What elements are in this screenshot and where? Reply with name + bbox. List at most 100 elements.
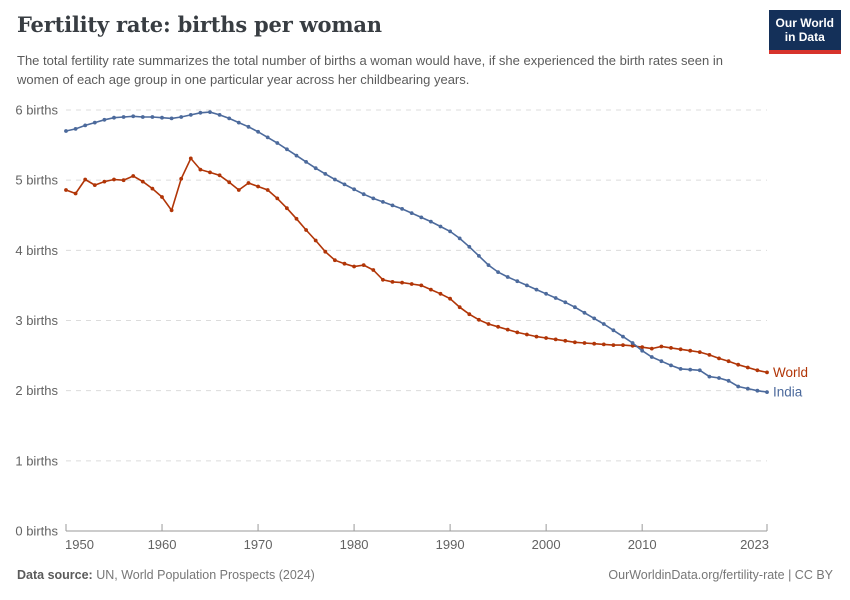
india-point-1969[interactable] [246,124,251,129]
india-point-2011[interactable] [649,355,654,359]
india-point-1977[interactable] [323,172,328,176]
india-point-1989[interactable] [438,224,443,229]
world-point-2003[interactable] [573,340,577,345]
india-point-1988[interactable] [429,219,433,224]
india-point-1957[interactable] [131,114,136,119]
india-point-2013[interactable] [669,363,673,368]
india-point-1958[interactable] [140,115,145,119]
india-point-1978[interactable] [333,177,337,182]
india-point-1999[interactable] [534,287,539,292]
india-point-2008[interactable] [621,334,625,339]
world-point-1970[interactable] [256,184,260,189]
world-point-2004[interactable] [582,341,587,345]
india-point-2001[interactable] [553,296,558,300]
world-point-1989[interactable] [438,291,443,296]
india-point-1976[interactable] [313,166,318,171]
india-point-1970[interactable] [256,129,260,134]
world-point-1982[interactable] [371,268,376,272]
world-point-2016[interactable] [697,350,702,354]
india-point-2020[interactable] [736,384,741,389]
world-point-1987[interactable] [419,283,424,288]
india-point-1983[interactable] [381,200,385,204]
india-point-1952[interactable] [83,123,88,128]
world-point-1958[interactable] [140,179,145,184]
india-point-2012[interactable] [659,359,664,364]
world-point-1996[interactable] [505,327,510,332]
india-point-2018[interactable] [717,376,721,380]
world-point-1972[interactable] [275,196,280,201]
world-point-2015[interactable] [688,348,693,353]
world-point-1988[interactable] [429,287,433,292]
india-point-1956[interactable] [121,115,126,119]
india-point-1994[interactable] [486,263,491,267]
india-point-1962[interactable] [179,115,184,119]
india-point-2014[interactable] [678,367,683,371]
india-point-2005[interactable] [592,316,597,321]
india-point-1990[interactable] [448,229,452,234]
india-point-1992[interactable] [467,244,472,249]
world-point-1965[interactable] [208,170,212,175]
world-point-1974[interactable] [294,216,299,221]
india-point-2021[interactable] [745,386,750,391]
india-point-2003[interactable] [573,305,577,310]
world-point-2020[interactable] [736,362,741,367]
world-point-1995[interactable] [496,324,500,329]
world-point-1983[interactable] [381,277,385,282]
india-point-1972[interactable] [275,141,280,145]
owid-logo[interactable]: Our World in Data [768,10,841,54]
india-point-2016[interactable] [697,368,702,373]
world-point-1993[interactable] [477,317,481,322]
india-point-1961[interactable] [169,116,174,121]
india-point-1979[interactable] [342,182,347,187]
india-point-1998[interactable] [525,283,529,288]
world-point-2021[interactable] [745,365,750,370]
world-point-2013[interactable] [669,346,673,350]
india-point-1954[interactable] [102,117,107,122]
world-point-1976[interactable] [313,238,318,243]
world-point-2012[interactable] [659,344,664,349]
india-point-2007[interactable] [611,328,616,333]
world-point-1961[interactable] [169,208,174,213]
world-point-1954[interactable] [102,179,107,184]
india-point-2002[interactable] [563,300,568,305]
india-point-2023[interactable] [765,390,769,394]
india-point-1964[interactable] [198,110,203,115]
world-point-1998[interactable] [525,332,529,337]
world-point-2022[interactable] [755,368,760,373]
world-point-1953[interactable] [92,183,97,188]
world-point-1951[interactable] [73,191,78,196]
india-point-1995[interactable] [496,270,500,274]
india-point-2015[interactable] [688,367,693,372]
india-point-2017[interactable] [707,374,712,379]
india-point-2004[interactable] [582,310,587,315]
world-point-1991[interactable] [457,305,462,310]
world-point-2007[interactable] [611,343,616,347]
world-point-1962[interactable] [179,176,184,181]
india-point-1987[interactable] [419,215,424,220]
india-point-2009[interactable] [630,341,635,345]
india-point-2006[interactable] [601,322,606,326]
world-point-2009[interactable] [630,343,635,348]
india-point-1951[interactable] [73,126,78,131]
world-point-1955[interactable] [112,177,116,182]
india-point-1960[interactable] [160,115,164,120]
india-point-1963[interactable] [188,113,193,117]
india-point-1981[interactable] [361,192,366,197]
india-point-1980[interactable] [352,187,356,192]
india-point-2010[interactable] [640,348,645,353]
india-point-2000[interactable] [544,291,548,296]
india-point-1993[interactable] [477,254,481,258]
india-point-1975[interactable] [304,160,308,164]
world-point-1984[interactable] [390,280,395,284]
world-point-2006[interactable] [601,342,606,347]
world-point-2018[interactable] [717,356,721,361]
world-point-2002[interactable] [563,338,568,343]
world-point-2011[interactable] [649,346,654,351]
world-line[interactable] [65,156,768,374]
world-point-1950[interactable] [64,188,68,192]
world-point-1969[interactable] [246,181,251,185]
world-point-1964[interactable] [198,167,203,172]
india-point-1971[interactable] [265,135,270,140]
world-point-1967[interactable] [227,180,232,185]
world-point-1986[interactable] [409,282,414,286]
